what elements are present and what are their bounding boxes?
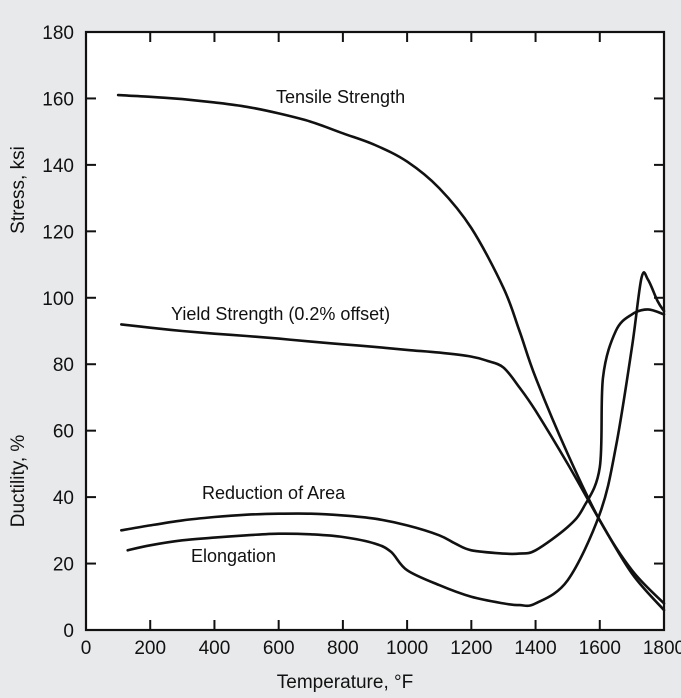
y-tick-label: 40 <box>53 488 74 509</box>
y-axis-title-stress: Stress, ksi <box>8 146 29 234</box>
y-axis-title-ductility: Ductility, % <box>8 435 29 528</box>
annotation-reduction-of-area: Reduction of Area <box>202 483 346 503</box>
series-line-elongation <box>126 271 666 608</box>
annotation-elongation: Elongation <box>191 546 276 566</box>
x-tick-label: 200 <box>134 638 166 659</box>
x-tick-label: 800 <box>327 638 359 659</box>
y-tick-label: 160 <box>42 89 74 110</box>
tick-marks <box>86 32 664 630</box>
x-tick-label: 1200 <box>450 638 492 659</box>
x-tick-label: 1000 <box>386 638 428 659</box>
annotation-tensile-strength: Tensile Strength <box>276 87 405 107</box>
curves <box>116 93 666 612</box>
series-line-reduction-of-area <box>120 308 666 556</box>
y-tick-label: 120 <box>42 222 74 243</box>
annotation-yield-strength: Yield Strength (0.2% offset) <box>171 304 390 324</box>
x-tick-label: 1800 <box>643 638 681 659</box>
y-tick-label: 180 <box>42 23 74 44</box>
x-axis-title: Temperature, °F <box>277 672 413 693</box>
y-tick-label: 60 <box>53 422 74 443</box>
x-tick-label: 1400 <box>514 638 556 659</box>
y-tick-label: 80 <box>53 355 74 376</box>
tick-labels: 0 200 400 600 800 1000 1200 1400 1600 1800 0 20 40 60… <box>42 23 681 659</box>
series-line-yield-strength-0-2-offset <box>120 323 666 612</box>
y-tick-label: 140 <box>42 156 74 177</box>
series-line-tensile-strength <box>116 93 666 605</box>
x-tick-label: 0 <box>81 638 92 659</box>
x-tick-label: 1600 <box>579 638 621 659</box>
x-tick-label: 600 <box>263 638 295 659</box>
y-tick-label: 100 <box>42 289 74 310</box>
y-tick-label: 20 <box>53 555 74 576</box>
x-tick-label: 400 <box>199 638 231 659</box>
y-tick-label: 0 <box>63 621 74 642</box>
